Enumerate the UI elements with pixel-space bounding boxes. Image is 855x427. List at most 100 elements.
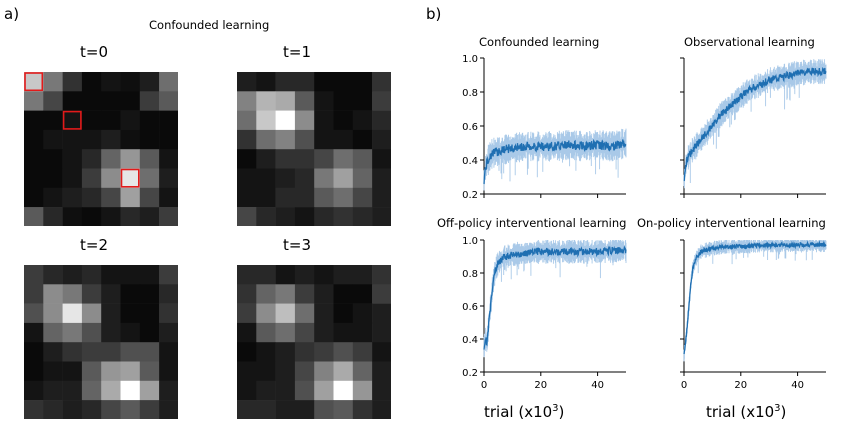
heatmap-cell — [294, 110, 315, 131]
heatmap-cell — [159, 72, 179, 92]
heatmap-cell — [333, 207, 354, 227]
heatmap-cell — [81, 149, 102, 169]
heatmap-cell — [62, 91, 83, 111]
y-tick-label: 0.4 — [462, 156, 478, 167]
heatmap-cell — [275, 72, 296, 92]
heatmap-cell — [294, 322, 315, 343]
heatmap-cell — [256, 168, 276, 189]
highlight-box — [62, 110, 82, 130]
highlight-box — [120, 168, 140, 188]
heatmap-cell — [43, 129, 63, 150]
heatmap-cell — [333, 91, 354, 111]
heatmap-cell — [237, 129, 257, 150]
heatmap-cell — [139, 91, 160, 111]
heatmap-cell — [81, 380, 102, 401]
heatmap-cell — [120, 207, 141, 227]
heatmap-cell — [120, 265, 141, 285]
heatmap-cell — [81, 129, 102, 150]
heatmap-cell — [120, 303, 141, 324]
heatmap-cell — [81, 168, 102, 189]
heatmap-cell — [333, 72, 354, 92]
heatmap-cell — [81, 322, 102, 343]
heatmap-cell — [275, 342, 296, 362]
heatmap-cell — [372, 284, 392, 304]
heatmap-cell — [139, 168, 160, 189]
heatmap-cell — [62, 110, 83, 131]
x-tick-label: 40 — [591, 380, 604, 391]
panel-a-label: a) — [4, 5, 20, 23]
heatmap-cell — [275, 303, 296, 324]
heatmap-cell — [275, 110, 296, 131]
heatmap-cell — [81, 361, 102, 382]
heatmap-cell — [237, 187, 257, 208]
heatmap-cell — [237, 207, 257, 227]
heatmap-cell — [62, 149, 83, 169]
y-tick-label: 0.2 — [462, 190, 478, 201]
heatmap-cell — [294, 265, 315, 285]
heatmap-cell — [24, 207, 44, 227]
heatmap-cell — [333, 110, 354, 131]
heatmap-cell — [120, 149, 141, 169]
heatmap-cell — [24, 342, 44, 362]
heatmap-cell — [120, 129, 141, 150]
heatmap-cell — [314, 168, 334, 189]
heatmap-cell — [43, 168, 63, 189]
heatmap-cell — [352, 380, 373, 401]
series-line — [483, 138, 627, 184]
heatmap-cell — [294, 361, 315, 382]
heatmap-t2 — [24, 265, 179, 420]
heatmap-cell — [294, 284, 315, 304]
heatmap-cell — [256, 265, 276, 285]
heatmap-cell — [237, 380, 257, 401]
y-tick-label: 0.6 — [462, 302, 478, 313]
heatmap-cell — [237, 168, 257, 189]
heatmap-cell — [294, 207, 315, 227]
heatmap-cell — [294, 91, 315, 111]
heatmap-cell — [275, 207, 296, 227]
heatmap-cell — [120, 342, 141, 362]
heatmap-cell — [81, 342, 102, 362]
heatmap-cell — [372, 129, 392, 150]
y-tick-label: 0.8 — [462, 88, 478, 99]
heatmap-cell — [314, 361, 334, 382]
heatmap-cell — [294, 342, 315, 362]
heatmap-cell — [62, 187, 83, 208]
heatmap-cell — [159, 187, 179, 208]
heatmap-cell — [256, 149, 276, 169]
heatmap-cell — [352, 129, 373, 150]
heatmap-cell — [275, 284, 296, 304]
heatmap-cell — [101, 400, 121, 420]
heatmap-cell — [101, 168, 121, 189]
heatmap-cell — [314, 129, 334, 150]
heatmap-cell — [62, 342, 83, 362]
heatmap-cell — [314, 265, 334, 285]
heatmap-cell — [352, 72, 373, 92]
xlabel-left: trial (x103) — [484, 403, 565, 421]
heatmap-cell — [314, 110, 334, 131]
heatmap-cell — [24, 284, 44, 304]
grid-label-t3: t=3 — [283, 236, 311, 254]
heatmap-cell — [352, 342, 373, 362]
heatmap-cell — [256, 342, 276, 362]
heatmap-cell — [101, 187, 121, 208]
heatmap-cell — [275, 380, 296, 401]
grid-label-t2: t=2 — [80, 236, 108, 254]
y-tick-label: 1.0 — [462, 54, 478, 65]
heatmap-cell — [352, 91, 373, 111]
heatmap-cell — [314, 322, 334, 343]
heatmap-cell — [159, 129, 179, 150]
y-tick-label: 0.8 — [462, 269, 478, 280]
y-tick-label: 1.0 — [462, 236, 478, 247]
heatmap-cell — [237, 342, 257, 362]
heatmap-cell — [159, 342, 179, 362]
heatmap-cell — [314, 187, 334, 208]
heatmap-cell — [333, 187, 354, 208]
x-tick-label: 20 — [534, 380, 547, 391]
heatmap-cell — [24, 322, 44, 343]
heatmap-cell — [256, 187, 276, 208]
panel-a-title: Confounded learning — [149, 18, 270, 32]
heatmap-cell — [333, 265, 354, 285]
heatmap-cell — [237, 91, 257, 111]
heatmap-cell — [372, 322, 392, 343]
heatmap-cell — [237, 265, 257, 285]
